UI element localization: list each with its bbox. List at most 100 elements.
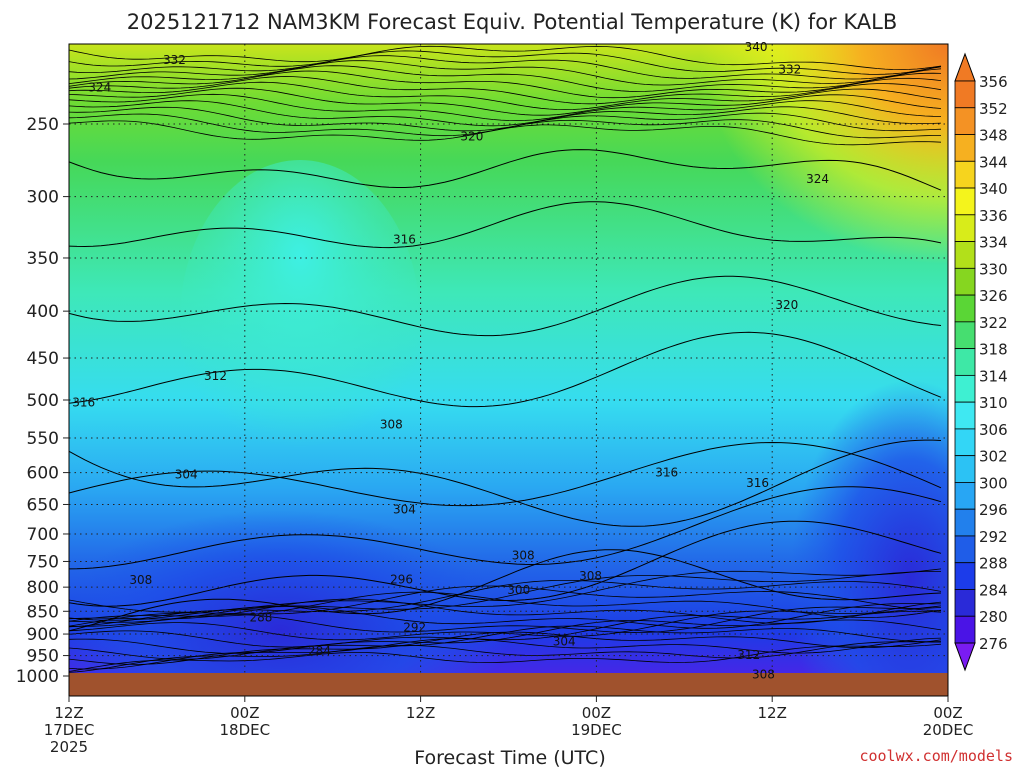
y-tick-label: 300 xyxy=(27,188,59,208)
contour-label: 312 xyxy=(737,648,760,662)
contour-label: 312 xyxy=(204,369,227,383)
colorbar-label: 292 xyxy=(979,528,1008,546)
contour-line xyxy=(69,149,942,191)
colorbar-label: 314 xyxy=(979,367,1008,385)
contour-lines xyxy=(69,45,942,673)
colorbar-label: 288 xyxy=(979,555,1008,573)
colorbar-label: 300 xyxy=(979,474,1008,492)
contour-label: 320 xyxy=(775,298,798,312)
colorbar-swatch xyxy=(954,187,976,216)
y-tick-label: 550 xyxy=(27,429,59,449)
contour-line xyxy=(69,81,942,111)
x-tick-label: 12Z xyxy=(54,704,83,722)
colorbar-label: 326 xyxy=(979,287,1008,305)
y-axis-ticks: 250 300 350 400 450 500 550 600 650 700 750 800 850 9… xyxy=(16,115,69,687)
contour-label: 316 xyxy=(72,395,95,409)
colorbar-label: 330 xyxy=(979,260,1008,278)
plot-frame xyxy=(68,43,949,697)
colorbar-label: 356 xyxy=(979,73,1008,91)
y-tick-label: 250 xyxy=(27,115,59,135)
contour-label: 296 xyxy=(390,573,413,587)
x-axis-label: Forecast Time (UTC) xyxy=(414,747,605,768)
contour-labels: 332 324 320 340 332 324 316 320 312 316 308 304 316 3… xyxy=(72,40,829,681)
colorbar-swatch xyxy=(954,589,976,617)
colorbar-swatch xyxy=(954,294,976,323)
y-tick-label: 1000 xyxy=(16,667,59,687)
colorbar-swatch xyxy=(954,267,976,296)
contour-label: 304 xyxy=(553,634,576,648)
contour-label: 316 xyxy=(746,476,769,490)
contour-line xyxy=(69,486,942,570)
colorbar-swatch xyxy=(954,374,976,403)
cold-core-right xyxy=(790,380,948,696)
contour-label: 308 xyxy=(579,569,602,583)
colorbar-swatch xyxy=(954,482,976,510)
contour-label: 316 xyxy=(655,466,678,480)
contour-line xyxy=(69,603,942,629)
colorbar-arrow-bottom xyxy=(954,642,976,672)
contour-line xyxy=(69,201,942,249)
contour-label: 304 xyxy=(393,502,416,516)
contour-label: 324 xyxy=(806,172,829,186)
x-tick-label: 00Z xyxy=(582,704,611,722)
colorbar-label: 310 xyxy=(979,394,1008,412)
contour-line xyxy=(69,439,942,527)
x-tick-label: 12Z xyxy=(406,704,435,722)
contour-label: 324 xyxy=(88,80,111,94)
contour-line xyxy=(69,87,942,116)
colorbar-swatch xyxy=(954,535,976,564)
colorbar-label: 344 xyxy=(979,153,1008,171)
colorbar-label: 306 xyxy=(979,421,1008,439)
colorbar-label: 280 xyxy=(979,608,1008,626)
contour-line xyxy=(69,100,942,127)
colorbar-label: 318 xyxy=(979,341,1008,359)
y-tick-label: 450 xyxy=(27,349,59,369)
plot-area xyxy=(69,44,948,696)
contour-line xyxy=(69,598,942,624)
colorbar-swatch xyxy=(954,428,976,457)
contour-line xyxy=(69,45,942,71)
y-tick-label: 400 xyxy=(27,302,59,322)
x-tick-label: 17DEC xyxy=(44,721,95,739)
x-tick-label: 18DEC xyxy=(220,721,271,739)
contour-line xyxy=(69,619,942,654)
y-tick-label: 350 xyxy=(27,249,59,269)
contour-line xyxy=(69,106,942,132)
colorbar-swatch xyxy=(954,107,976,135)
colorbar-labels: 356 352 348 344 340 336 334 330 326 322 318 314 310 3… xyxy=(979,73,1008,653)
contour-label: 304 xyxy=(175,468,198,482)
colorbar-label: 276 xyxy=(979,635,1008,653)
colorbar-label: 352 xyxy=(979,100,1008,118)
chart-title: 2025121712 NAM3KM Forecast Equiv. Potent… xyxy=(127,10,897,34)
colorbar-label: 334 xyxy=(979,234,1008,252)
contour-line xyxy=(69,441,942,507)
colorbar-swatch xyxy=(954,214,976,242)
colorbar-swatch xyxy=(954,321,976,350)
contour-line xyxy=(69,76,942,105)
contour-line xyxy=(69,571,941,621)
contour-label: 308 xyxy=(380,418,403,432)
contour-line xyxy=(69,641,941,673)
y-tick-label: 650 xyxy=(27,495,59,515)
colorbar-swatch xyxy=(954,241,976,269)
colorbar xyxy=(954,52,976,672)
contour-label: 308 xyxy=(129,573,152,587)
y-tick-label: 600 xyxy=(27,464,59,484)
contour-label: 284 xyxy=(308,644,331,658)
y-tick-label: 800 xyxy=(27,578,59,598)
x-tick-label: 19DEC xyxy=(571,721,622,739)
contour-line xyxy=(69,65,942,92)
y-tick-label: 900 xyxy=(27,625,59,645)
contour-line xyxy=(69,70,942,99)
contour-label: 332 xyxy=(163,53,186,67)
warm-plume xyxy=(180,160,420,480)
contour-line xyxy=(69,50,942,75)
credit-text: coolwx.com/models xyxy=(859,747,1013,765)
contour-line xyxy=(69,60,942,86)
contour-label: 288 xyxy=(249,610,272,624)
colorbar-swatch xyxy=(954,401,976,430)
colorbar-swatch xyxy=(954,80,976,109)
colorbar-swatch xyxy=(954,508,976,537)
contour-line xyxy=(69,580,942,628)
